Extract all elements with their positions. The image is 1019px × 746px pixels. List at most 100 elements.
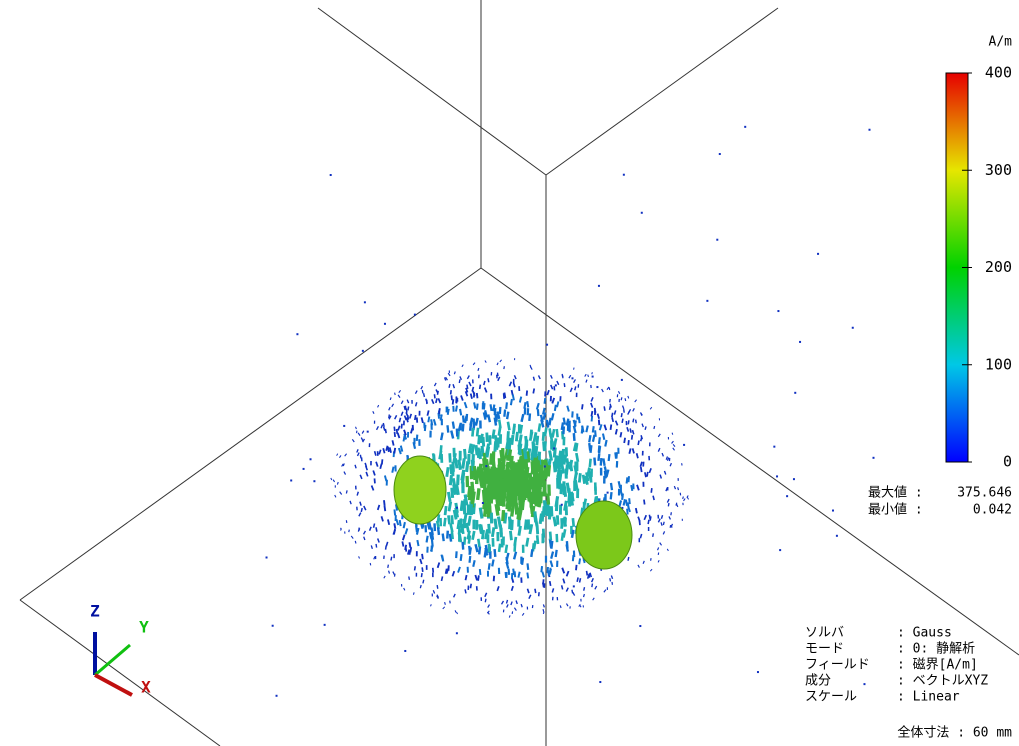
vector (538, 409, 539, 416)
vector (590, 459, 591, 467)
vector (493, 430, 494, 439)
info-label: スケール (805, 690, 857, 705)
vector (554, 517, 556, 526)
vector (461, 554, 462, 561)
vector (470, 423, 471, 431)
vector (433, 590, 434, 593)
vector (381, 516, 383, 521)
vector (601, 458, 602, 466)
vector (487, 612, 489, 614)
vector (450, 524, 452, 533)
vector (374, 556, 375, 559)
vector (543, 612, 544, 614)
vector (462, 365, 463, 367)
vector (687, 497, 688, 499)
vector (672, 433, 673, 435)
vector (576, 565, 577, 570)
vector (557, 401, 558, 407)
vector (592, 416, 593, 422)
vector (527, 391, 528, 396)
vector (339, 455, 341, 457)
vector (551, 385, 553, 389)
vector (776, 475, 778, 477)
vector (622, 493, 623, 499)
vector (427, 410, 428, 415)
vector (524, 448, 526, 459)
vector (337, 482, 338, 484)
vector (471, 394, 472, 399)
vector (564, 518, 566, 527)
vector (475, 575, 477, 580)
vector (390, 397, 391, 399)
vector (662, 453, 663, 456)
vector (537, 535, 538, 544)
vector (543, 408, 545, 415)
vector (541, 415, 543, 422)
info-value: : 0: 静解析 (897, 642, 975, 657)
vector (628, 506, 630, 512)
vector (509, 517, 510, 528)
vector (266, 556, 268, 558)
colorbar: A/m 0100200300400 (946, 35, 1012, 471)
vector (469, 444, 471, 454)
vector (868, 129, 870, 131)
vector (546, 344, 548, 346)
vector (553, 447, 555, 449)
vector (589, 435, 590, 442)
vector (521, 604, 522, 607)
vector (757, 671, 759, 673)
vector (561, 504, 563, 506)
vector (324, 624, 326, 626)
vector (520, 475, 522, 488)
vector (633, 408, 635, 411)
vector (534, 432, 536, 441)
vector (514, 375, 516, 379)
vector (454, 372, 455, 375)
vector (382, 459, 383, 464)
vector (458, 475, 459, 485)
vector (552, 588, 553, 592)
vector (591, 397, 593, 401)
vector (515, 537, 516, 546)
vector (585, 374, 587, 376)
vector (554, 438, 556, 447)
vector (544, 465, 546, 467)
vector (503, 457, 504, 469)
vector (628, 411, 630, 415)
vector (623, 406, 624, 409)
colorbar-unit: A/m (989, 35, 1013, 50)
vector (337, 454, 338, 456)
vector (488, 605, 490, 608)
vector (567, 571, 569, 576)
vector (434, 419, 436, 425)
vector (497, 586, 499, 591)
vector (520, 435, 522, 445)
vector (777, 310, 779, 312)
vector (499, 420, 500, 428)
vector (453, 384, 454, 388)
vector (394, 523, 395, 529)
vector (579, 473, 580, 482)
vector (627, 427, 628, 431)
vector (474, 419, 475, 427)
vector (513, 383, 514, 388)
vector (373, 411, 374, 414)
vector (404, 522, 405, 528)
vector (610, 578, 611, 581)
vector (667, 549, 668, 551)
vector (522, 613, 524, 615)
vector (384, 500, 385, 506)
vector (506, 572, 507, 578)
vector (537, 525, 538, 535)
vector (383, 448, 384, 453)
vector (658, 560, 659, 562)
vector (660, 475, 661, 479)
vector (421, 573, 422, 577)
vector (364, 531, 366, 534)
vector (352, 439, 354, 442)
vector (575, 420, 576, 427)
vector (378, 538, 380, 542)
vector (580, 578, 581, 582)
vector (456, 398, 457, 403)
vector (658, 434, 660, 437)
